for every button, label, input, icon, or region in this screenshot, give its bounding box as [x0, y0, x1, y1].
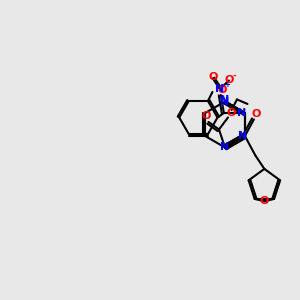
Text: N: N: [238, 131, 247, 141]
Text: N: N: [237, 108, 247, 118]
Text: O: O: [218, 85, 227, 94]
Text: O: O: [227, 108, 236, 118]
Text: O: O: [224, 75, 234, 85]
Text: -: -: [232, 72, 236, 81]
Text: O: O: [202, 111, 211, 121]
Text: N: N: [215, 84, 225, 94]
Text: N: N: [220, 95, 230, 105]
Text: O: O: [208, 72, 218, 82]
Text: O: O: [251, 109, 261, 119]
Text: N: N: [220, 142, 230, 152]
Text: +: +: [224, 82, 230, 88]
Text: O: O: [260, 196, 269, 206]
Text: N: N: [220, 97, 230, 106]
